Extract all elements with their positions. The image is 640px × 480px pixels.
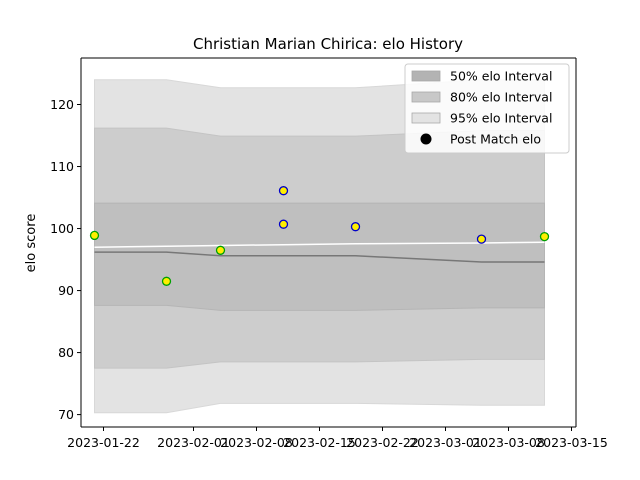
legend-label: 80% elo Interval	[450, 90, 552, 105]
data-point	[161, 276, 172, 286]
y-tick-label: 120	[50, 97, 74, 112]
legend-box	[404, 63, 570, 154]
x-tick-label: 2023-02-08	[220, 435, 293, 450]
median-line	[94, 251, 545, 263]
legend-label: Post Match elo	[450, 132, 541, 147]
x-tick-label: 2023-02-15	[283, 435, 356, 450]
data-point	[215, 245, 226, 255]
x-tick-label: 2023-02-22	[346, 435, 419, 450]
legend-swatch	[411, 70, 441, 82]
x-tick-label: 2023-03-15	[535, 435, 608, 450]
legend-swatch	[411, 112, 441, 124]
y-axis-label: elo score	[24, 214, 39, 273]
data-point	[350, 222, 361, 232]
data-point	[89, 230, 100, 241]
data-point	[476, 234, 487, 244]
legend-marker	[420, 133, 432, 145]
legend: 50% elo Interval 80% elo Interval 95% elo …	[404, 63, 570, 154]
y-tick-label: 70	[58, 407, 74, 422]
y-tick-label: 100	[50, 221, 74, 236]
legend-swatch	[411, 91, 441, 103]
x-tick-label: 2023-02-01	[157, 435, 230, 450]
x-tick-label: 2023-03-08	[472, 435, 545, 450]
x-tick-label: 2023-03-01	[409, 435, 482, 450]
data-point	[278, 186, 289, 196]
y-tick-label: 80	[58, 345, 74, 360]
data-point	[539, 231, 550, 242]
x-tick-label: 2023-01-22	[67, 435, 140, 450]
legend-label: 95% elo Interval	[450, 111, 552, 126]
legend-label: 50% elo Interval	[450, 69, 552, 84]
chart-title: Christian Marian Chirica: elo History	[193, 35, 463, 53]
y-tick-label: 90	[58, 283, 74, 298]
y-tick-label: 110	[50, 159, 74, 174]
data-point	[278, 219, 289, 229]
band-50	[94, 202, 545, 311]
